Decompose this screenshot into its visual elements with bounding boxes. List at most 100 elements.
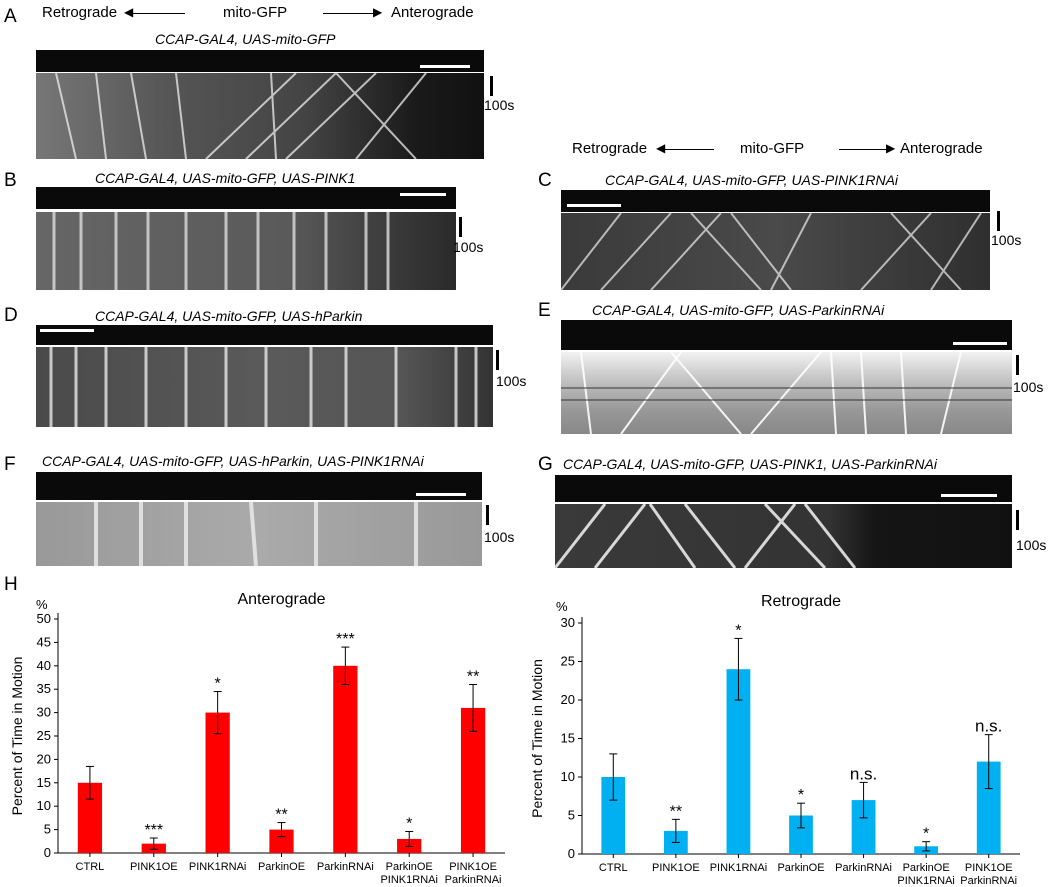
scale-bar-g xyxy=(941,494,997,497)
bar xyxy=(460,707,486,853)
bar xyxy=(269,829,294,853)
y-tick-label: 25 xyxy=(561,654,575,669)
x-tick-label: PINK1RNAi xyxy=(189,861,246,873)
scale-bar-a xyxy=(420,65,470,68)
anterograde-arrowhead: ▶ xyxy=(373,5,383,19)
y-tick-label: 10 xyxy=(37,798,51,813)
kymograph-a xyxy=(36,73,484,159)
y-tick-label: 20 xyxy=(37,751,51,766)
time-bar-g xyxy=(1016,510,1019,530)
y-tick-label: 0 xyxy=(568,846,575,861)
panel-label-d: D xyxy=(4,305,18,326)
retrograde-arrowhead: ◀ xyxy=(124,5,134,19)
scale-bar-e xyxy=(953,342,1007,345)
x-tick-label: PINK1RNAi xyxy=(710,862,767,874)
kymograph-g xyxy=(555,504,1012,568)
retrograde-arrow-right xyxy=(662,149,714,150)
y-axis-label: Percent of Time in Motion xyxy=(9,657,25,816)
y-tick-label: 0 xyxy=(44,845,51,860)
bar xyxy=(851,800,876,854)
x-tick-label: ParkinOE xyxy=(386,861,433,873)
panel-label-b: B xyxy=(4,170,17,191)
significance-label: ** xyxy=(670,803,682,820)
retrograde-label: Retrograde xyxy=(42,4,118,21)
y-tick-label: 20 xyxy=(561,692,575,707)
mito-image-c xyxy=(561,190,990,212)
y-tick-label: 15 xyxy=(561,731,575,746)
genotype-f: CCAP-GAL4, UAS-mito-GFP, UAS-hParkin, UA… xyxy=(42,453,424,469)
anterograde-label: Anterograde xyxy=(391,4,474,21)
significance-label: ** xyxy=(275,807,287,824)
anterograde-arrow-right xyxy=(839,149,889,150)
retrograde-arrowhead-right: ◀ xyxy=(656,141,666,155)
scale-bar-b xyxy=(400,193,446,196)
genotype-g: CCAP-GAL4, UAS-mito-GFP, UAS-PINK1, UAS-… xyxy=(563,456,937,472)
anterograde-arrowhead-right: ▶ xyxy=(886,141,896,155)
kymograph-e xyxy=(561,352,1012,434)
significance-label: ** xyxy=(467,669,479,686)
anterograde-arrow xyxy=(323,13,378,14)
chart-title: Retrograde xyxy=(761,593,841,610)
anterograde-chart: Anterograde% Percent of Time in Motion 0 5 1… xyxy=(9,591,505,886)
scale-bar-c xyxy=(567,204,621,207)
time-bar-c xyxy=(997,211,1000,231)
mito-image-a xyxy=(36,50,484,72)
bar xyxy=(601,777,626,854)
chart-title: Anterograde xyxy=(237,591,325,608)
genotype-e: CCAP-GAL4, UAS-mito-GFP, UAS-ParkinRNAi xyxy=(592,302,885,318)
x-tick-label: ParkinRNAi xyxy=(960,875,1017,887)
time-label-f: 100s xyxy=(484,529,515,545)
x-tick-label: ParkinOE xyxy=(258,861,305,873)
y-tick-label: 10 xyxy=(561,769,575,784)
x-tick-label: ParkinOE xyxy=(903,862,950,874)
x-tick-label: PINK1OE xyxy=(965,862,1013,874)
y-tick-label: 30 xyxy=(561,615,575,630)
panel-label-g: G xyxy=(538,454,553,475)
x-tick-label: ParkinRNAi xyxy=(317,861,374,873)
significance-label: * xyxy=(406,815,412,832)
x-tick-label: PINK1OE xyxy=(449,861,497,873)
kymograph-d xyxy=(36,347,493,427)
time-bar-a xyxy=(490,76,493,96)
significance-label: * xyxy=(215,676,221,693)
x-tick-label: PINK1OE xyxy=(130,861,178,873)
time-bar-e xyxy=(1016,355,1019,375)
genotype-a: CCAP-GAL4, UAS-mito-GFP xyxy=(155,31,336,47)
y-tick-label: 35 xyxy=(37,681,51,696)
mito-image-g xyxy=(555,475,1012,502)
y-unit-label: % xyxy=(556,599,568,614)
mito-image-d xyxy=(36,325,493,345)
time-label-e: 100s xyxy=(1013,379,1044,395)
y-tick-label: 15 xyxy=(37,775,51,790)
significance-label: * xyxy=(798,787,804,804)
y-tick-label: 45 xyxy=(37,634,51,649)
time-bar-b xyxy=(459,217,462,237)
mito-image-e xyxy=(561,320,1012,350)
genotype-b: CCAP-GAL4, UAS-mito-GFP, UAS-PINK1 xyxy=(95,170,356,186)
retrograde-label-right: Retrograde xyxy=(572,140,648,157)
bar xyxy=(205,712,230,853)
kymograph-c xyxy=(561,213,990,290)
significance-label: n.s. xyxy=(975,717,1002,736)
time-label-b: 100s xyxy=(453,239,484,255)
time-label-d: 100s xyxy=(496,373,527,389)
significance-label: * xyxy=(923,826,929,843)
time-label-c: 100s xyxy=(991,232,1022,248)
x-tick-label: PINK1RNAi xyxy=(380,874,437,886)
x-tick-label: ParkinRNAi xyxy=(835,862,892,874)
bar xyxy=(726,669,751,854)
x-tick-label: PINK1OE xyxy=(652,862,700,874)
scale-bar-f xyxy=(416,493,466,496)
y-tick-label: 5 xyxy=(44,822,51,837)
time-bar-d xyxy=(496,350,499,370)
kymograph-f xyxy=(36,502,482,566)
bar xyxy=(333,665,358,853)
retrograde-arrow xyxy=(130,13,185,14)
genotype-d: CCAP-GAL4, UAS-mito-GFP, UAS-hParkin xyxy=(95,308,363,324)
significance-label: * xyxy=(735,622,741,639)
significance-label: n.s. xyxy=(850,764,877,783)
y-tick-label: 25 xyxy=(37,728,51,743)
mito-image-b xyxy=(36,187,456,209)
retrograde-chart: Retrograde% Percent of Time in Motion 0 5 10… xyxy=(529,593,1020,887)
panel-label-f: F xyxy=(4,454,16,475)
